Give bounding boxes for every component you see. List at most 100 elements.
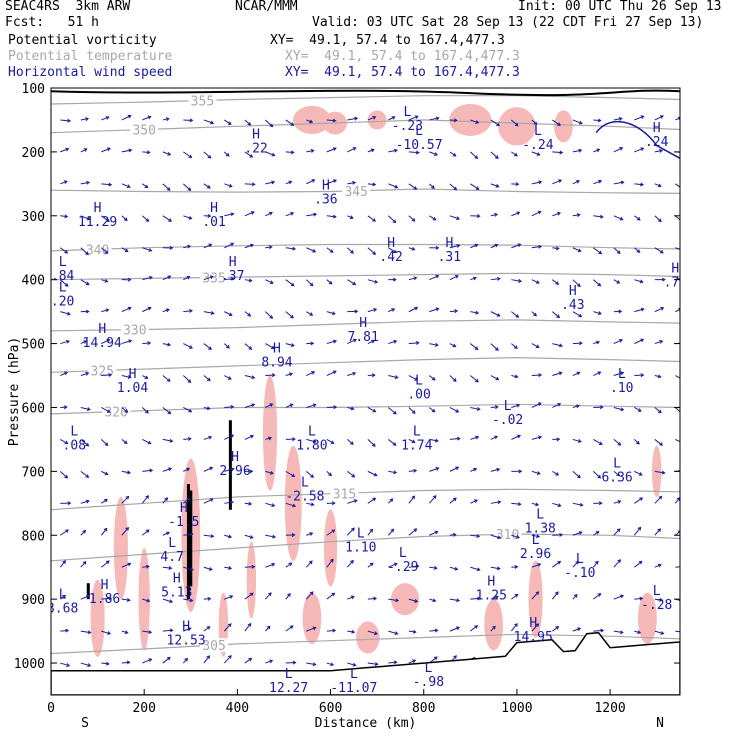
wind-arrow-head: [616, 250, 621, 255]
wind-contour: [595, 120, 680, 159]
wind-arrow: [244, 534, 253, 539]
wind-arrow: [572, 180, 580, 185]
wind-arrow: [511, 435, 521, 440]
wind-arrow: [613, 500, 621, 504]
extrema-high-marker: H: [98, 322, 106, 337]
wind-arrow: [244, 279, 252, 282]
wind-arrow: [203, 626, 211, 632]
wind-arrow-head: [188, 408, 193, 413]
wind-arrow-head: [168, 218, 173, 222]
wind-arrow-head: [188, 154, 193, 159]
wind-arrow: [511, 151, 518, 157]
wind-arrow-head: [289, 403, 294, 408]
wind-arrow-head: [639, 596, 644, 601]
extrema-low-marker: L: [301, 476, 309, 491]
pv-fill-blob: [498, 107, 536, 146]
wind-arrow: [347, 499, 357, 504]
wind-arrow-head: [517, 502, 522, 507]
wind-arrow-head: [65, 529, 69, 533]
wind-arrow-head: [249, 154, 254, 158]
extrema-value: -.23: [392, 119, 423, 134]
extrema-value: -10.57: [396, 138, 443, 153]
wind-arrow-head: [66, 339, 71, 344]
wind-arrow-head: [535, 344, 540, 348]
legend-wind-xy: XY= 49.1, 57.4 to 167.4,477.3: [285, 65, 520, 80]
wind-arrow-head: [661, 470, 666, 475]
wind-arrow-head: [227, 121, 232, 125]
extrema-high-marker: H: [359, 316, 367, 331]
wind-arrow: [408, 565, 419, 568]
wind-arrow: [572, 247, 582, 252]
wind-arrow-head: [189, 345, 193, 349]
wind-arrow: [183, 119, 193, 121]
wind-arrow: [367, 497, 376, 504]
wind-arrow: [552, 212, 561, 217]
wind-arrow: [551, 591, 559, 600]
wind-arrow-head: [308, 560, 313, 565]
wind-arrow: [264, 119, 273, 127]
wind-arrow-head: [556, 314, 561, 319]
wind-arrow-head: [352, 371, 357, 376]
wind-arrow-head: [535, 591, 540, 595]
wind-arrow: [572, 311, 582, 318]
wind-arrow-head: [207, 154, 212, 159]
theta-contour-label: 320: [104, 406, 127, 421]
wind-arrow: [531, 470, 541, 475]
valid-time: Valid: 03 UTC Sat 28 Sep 13 (22 CDT Fri …: [312, 15, 704, 30]
wind-arrow-head: [63, 180, 68, 184]
wind-arrow-head: [85, 281, 90, 286]
wind-arrow: [449, 215, 460, 220]
wind-arrow: [367, 597, 377, 600]
wind-arrow-head: [598, 179, 603, 184]
pv-contour: [51, 89, 680, 97]
wind-arrow: [224, 468, 234, 472]
wind-arrow: [634, 215, 641, 221]
wind-arrow-head: [434, 342, 439, 347]
extrema-low-marker: L: [59, 587, 67, 602]
wind-arrow: [429, 343, 438, 346]
wind-arrow-head: [126, 184, 131, 188]
extrema-high-marker: H: [322, 178, 330, 193]
wind-arrow: [162, 497, 168, 504]
x-tick-label: 600: [319, 701, 342, 716]
wind-arrow: [367, 662, 378, 665]
wind-arrow-head: [269, 470, 274, 475]
wind-arrow-head: [495, 183, 500, 188]
wind-arrow-head: [657, 563, 662, 568]
wind-arrow-head: [248, 501, 253, 506]
wind-arrow: [244, 311, 251, 317]
wind-arrow-head: [620, 371, 625, 376]
extrema-value: 14.95: [514, 630, 553, 645]
wind-arrow: [121, 661, 130, 664]
wind-arrow: [470, 534, 480, 537]
wind-arrow-head: [393, 660, 398, 665]
wind-arrow: [470, 597, 481, 600]
wind-arrow: [121, 183, 131, 188]
wind-arrow: [183, 598, 193, 602]
wind-arrow-head: [354, 116, 359, 121]
wind-arrow-head: [474, 499, 478, 503]
wind-arrow: [265, 279, 274, 284]
wind-arrow: [59, 471, 68, 479]
wind-arrow-head: [414, 306, 419, 311]
wind-arrow: [429, 308, 439, 313]
wind-arrow: [593, 215, 603, 218]
wind-arrow-head: [373, 631, 378, 636]
wind-arrow: [162, 309, 170, 313]
wind-arrow: [224, 595, 233, 600]
wind-arrow-head: [598, 250, 603, 255]
wind-arrow-head: [415, 564, 420, 569]
wind-arrow-head: [413, 468, 418, 473]
wind-arrow-head: [681, 277, 684, 280]
wind-arrow-head: [373, 596, 378, 601]
wind-arrow-head: [456, 436, 461, 441]
wind-arrow: [429, 438, 438, 442]
wind-arrow-head: [369, 528, 374, 533]
wind-arrow-head: [208, 346, 212, 351]
wind-arrow: [531, 343, 540, 348]
wind-arrow-head: [618, 309, 623, 314]
wind-arrow-head: [659, 115, 664, 119]
wind-arrow-head: [353, 338, 357, 343]
wind-arrow-head: [452, 497, 457, 502]
wind-arrow: [593, 311, 602, 315]
